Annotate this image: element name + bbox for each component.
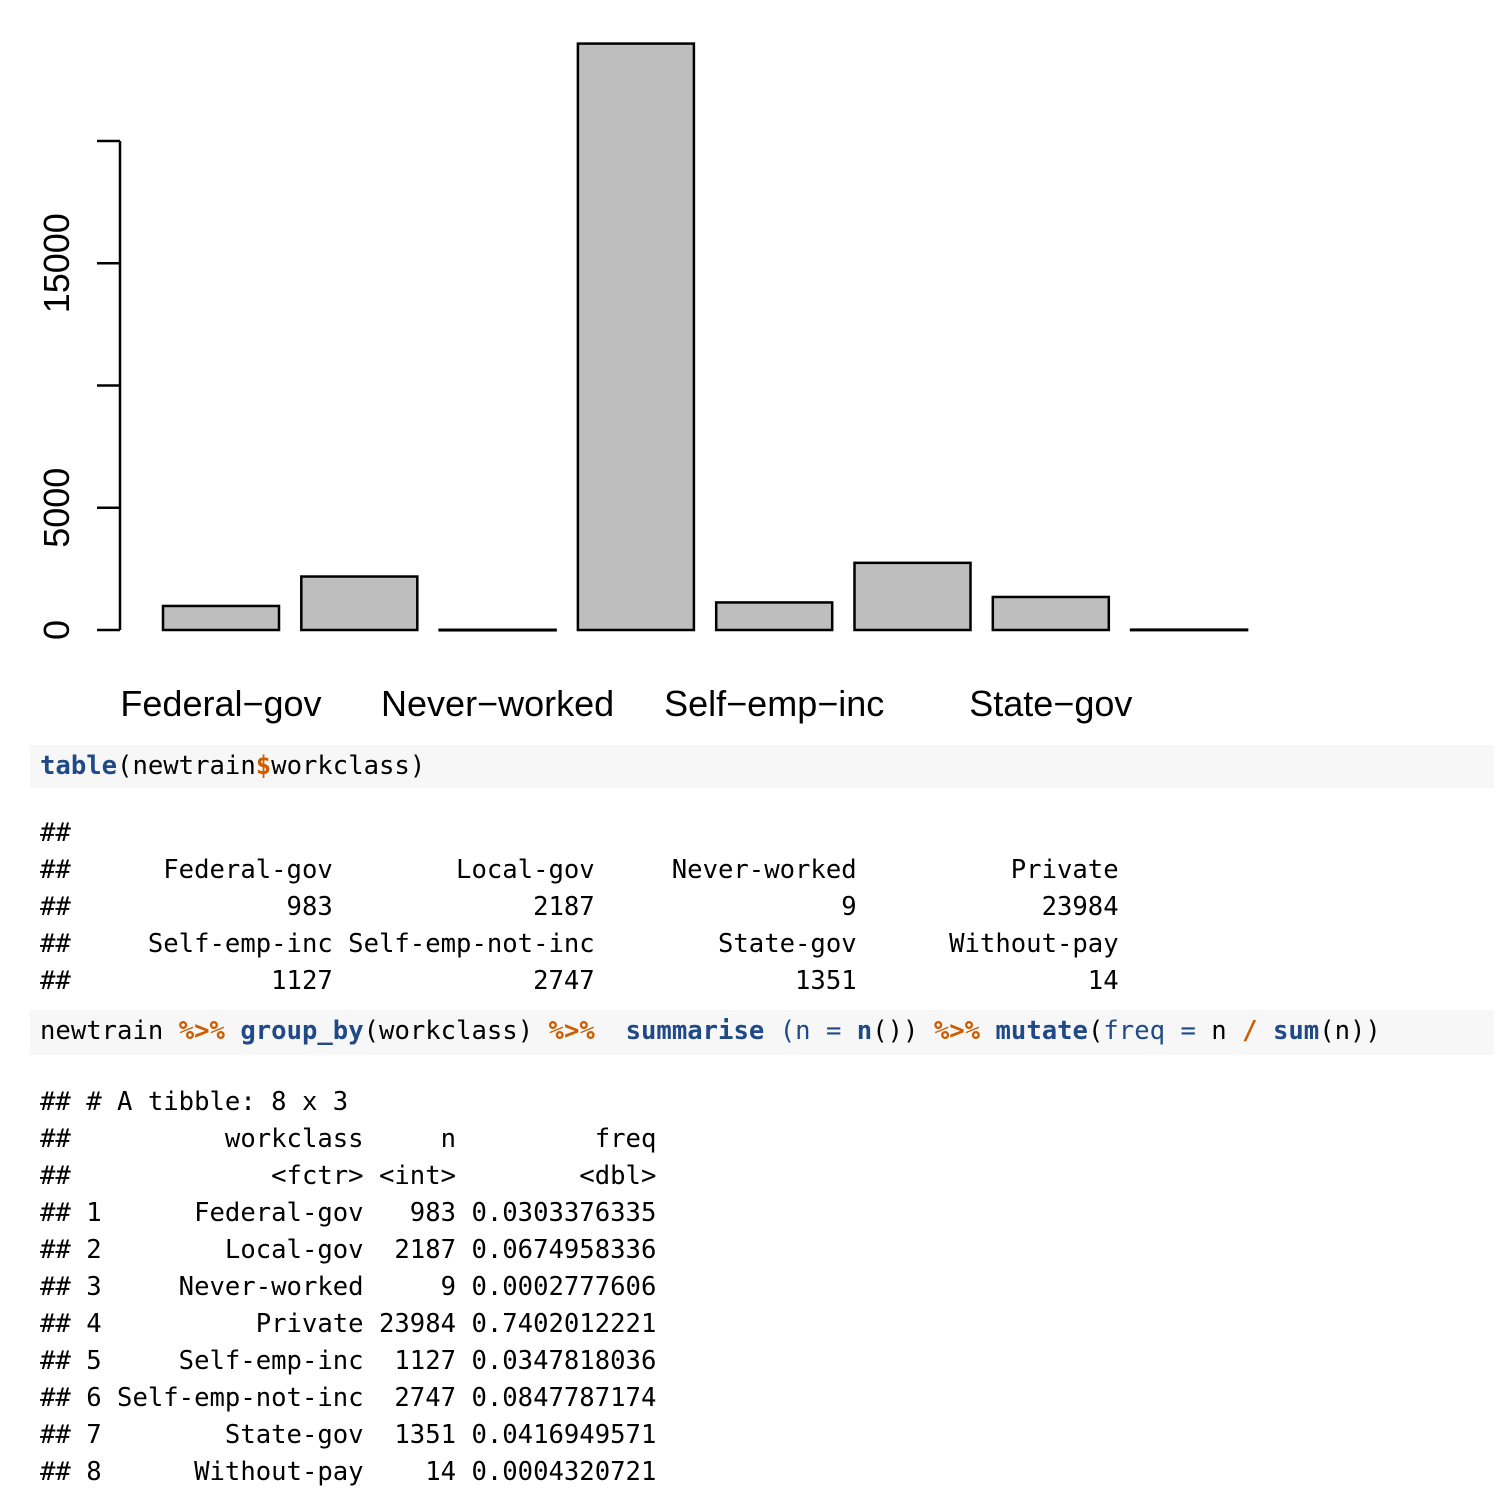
code-arg: n [795,1016,810,1046]
code-fn-n: n [857,1016,872,1046]
code-space [225,1016,240,1046]
code-text: (workclass) [364,1016,549,1046]
code-equals: = [1180,1016,1195,1046]
code-text: n [1196,1016,1242,1046]
code-text: (newtrain [117,751,256,781]
bar [716,602,832,630]
y-tick-label: 5000 [36,468,77,548]
code-space [1165,1016,1180,1046]
bar [993,597,1109,630]
code-text: ( [764,1016,795,1046]
x-category-label: State−gov [969,683,1132,724]
pipe-operator: %>% [549,1016,595,1046]
x-category-label: Federal−gov [120,683,321,724]
code-arg: freq [1103,1016,1165,1046]
x-category-label: Never−worked [381,683,614,724]
y-tick-label: 0 [36,620,77,640]
code-chunk-dplyr: newtrain %>% group_by(workclass) %>% sum… [30,1010,1494,1055]
code-space [1258,1016,1273,1046]
code-fn-table: table [40,751,117,781]
code-dollar-op: $ [256,751,271,781]
code-chunk-table: table(newtrain$workclass) [30,745,1494,788]
bar-chart: 0 5000 15000 Federal−gov Never−worked Self−em… [0,0,1512,745]
code-space [841,1016,856,1046]
bar [301,577,417,630]
y-tick-label: 15000 [36,213,77,313]
table-output: ## ## Federal-gov Local-gov Never-worked… [40,815,1119,1000]
code-space [980,1016,995,1046]
tibble-output: ## # A tibble: 8 x 3 ## workclass n freq… [40,1084,656,1491]
code-text: ()) [872,1016,934,1046]
bar [578,44,694,630]
code-fn-mutate: mutate [996,1016,1088,1046]
bar-chart-svg: 0 5000 15000 Federal−gov Never−worked Self−em… [0,0,1512,745]
bar [440,630,556,631]
code-text: newtrain [40,1016,179,1046]
code-space [595,1016,626,1046]
code-text: ( [1088,1016,1103,1046]
code-fn-sum: sum [1273,1016,1319,1046]
pipe-operator: %>% [934,1016,980,1046]
divide-operator: / [1242,1016,1257,1046]
code-text: (n)) [1319,1016,1381,1046]
code-fn-group-by: group_by [240,1016,363,1046]
x-category-label: Self−emp−inc [664,683,884,724]
code-space [811,1016,826,1046]
code-text: workclass) [271,751,425,781]
bar [1131,630,1247,631]
code-equals: = [826,1016,841,1046]
code-fn-summarise: summarise [626,1016,765,1046]
bar [855,563,971,630]
bar [163,606,279,630]
pipe-operator: %>% [179,1016,225,1046]
